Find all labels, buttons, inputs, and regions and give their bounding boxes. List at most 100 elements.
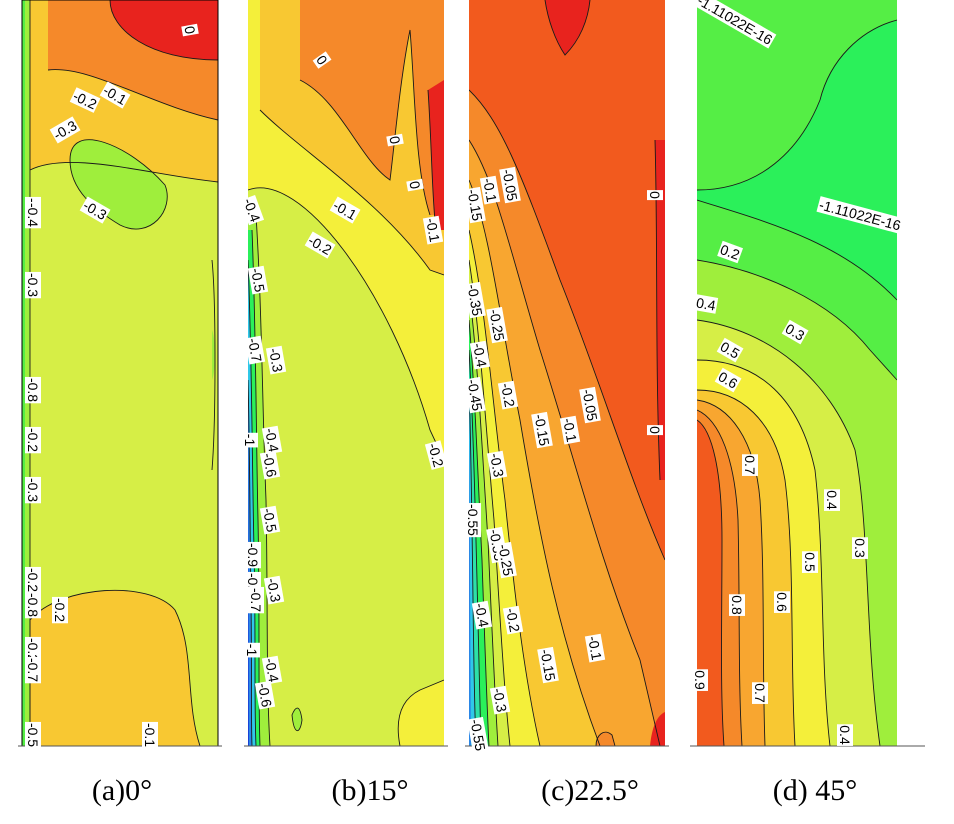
contour-label-text: -0.45 <box>464 378 485 412</box>
contour-label-bg <box>469 340 491 370</box>
contour-label-bg <box>244 642 260 658</box>
contour-label-text: -0.3 <box>490 687 510 714</box>
contour-label: -0.4 <box>25 201 41 229</box>
contour-label: -0.55 <box>467 716 489 754</box>
contour-label: -0.15 <box>464 186 486 224</box>
panel-d <box>697 0 897 746</box>
contour-line <box>697 19 897 191</box>
contour-label: 0.4 <box>694 294 719 314</box>
contour-label: -0.5 <box>25 721 41 749</box>
contour-label: -0.15 <box>531 411 553 449</box>
caption-d: (d) 45° <box>773 774 857 807</box>
contour-label-bg <box>142 721 158 749</box>
contour-region <box>596 732 615 746</box>
contour-label-bg <box>537 646 559 684</box>
contour-label: 0.9 <box>692 669 708 691</box>
contour-region <box>300 0 444 215</box>
contour-label-text: 0.3 <box>852 538 868 558</box>
contour-label-text: -0.2 <box>425 441 447 469</box>
contour-label: -0.4 <box>261 655 283 685</box>
contour-label: -0.3 <box>25 271 41 299</box>
contour-label-bg <box>479 175 501 205</box>
contour-label-text: -0.1 <box>560 417 580 444</box>
contour-label: -0.1 <box>479 175 501 205</box>
contour-label: -0.4 <box>469 340 491 370</box>
contour-label-bg <box>329 196 361 224</box>
contour-label-text: -0.1 <box>480 177 500 204</box>
contour-label-bg <box>694 294 719 314</box>
contour-label-bg <box>25 656 41 684</box>
contour-line <box>544 0 591 56</box>
contour-label: 0.4 <box>824 489 840 511</box>
contour-label-bg <box>69 87 101 113</box>
contour-label: 0 <box>386 133 404 147</box>
contour-label-text: -0.25 <box>486 308 507 342</box>
contour-label-bg <box>584 633 606 663</box>
contour-label-bg <box>802 551 818 573</box>
contour-label: -0.8 <box>25 376 41 404</box>
contour-label: -0.3 <box>486 450 508 480</box>
contour-label: -0.1 <box>584 633 606 663</box>
contour-label-bg <box>25 476 41 504</box>
contour-line <box>469 179 601 746</box>
contour-region <box>469 420 471 746</box>
contour-label: -1 <box>242 432 258 448</box>
contour-label-bg <box>386 133 404 147</box>
contour-label-text: 0 <box>181 25 198 36</box>
contour-label-bg <box>99 81 131 109</box>
contour-region <box>22 0 30 746</box>
contour-label-bg <box>559 415 581 445</box>
contour-label: -0.4 <box>240 194 265 226</box>
caption-c: (c)22.5° <box>541 774 639 807</box>
contour-label-text: -0.2 <box>25 638 41 662</box>
contour-label-bg <box>486 450 508 480</box>
contour-label-bg <box>497 380 519 410</box>
contour-label-text: -0.3 <box>264 577 284 604</box>
contour-label-text: -0.9 <box>245 543 261 567</box>
contour-label: -0.2 <box>25 636 41 664</box>
contour-label-bg <box>25 201 41 229</box>
contour-line <box>291 707 303 732</box>
panel-b <box>248 0 444 746</box>
contour-label-text: -0.4 <box>240 196 263 224</box>
contour-region <box>22 0 25 746</box>
contour-label-text: -1 <box>244 644 260 657</box>
contour-label: -0.3 <box>25 476 41 504</box>
contour-label-bg <box>816 196 904 234</box>
contour-label-text: -0.4 <box>470 342 490 369</box>
contour-label-text: -0.6 <box>260 452 280 479</box>
contour-label-bg <box>25 271 41 299</box>
contour-label-bg <box>489 685 511 715</box>
contour-label-bg <box>729 594 745 616</box>
contour-label-text: 0.4 <box>837 725 853 745</box>
contour-label-bg <box>265 345 287 375</box>
contour-label-text: 0.5 <box>802 552 818 572</box>
contour-label-text: 0.7 <box>742 455 758 475</box>
contour-label: -0.4 <box>261 425 283 455</box>
contour-label-text: -0.2 <box>25 428 41 452</box>
contour-label: -0.3 <box>489 685 511 715</box>
contour-label: -0.3 <box>265 345 287 375</box>
contour-label-bg <box>52 596 68 624</box>
contour-region <box>545 0 590 55</box>
contour-label-bg <box>248 586 264 614</box>
contour-label: -0.8 <box>25 591 41 619</box>
contour-line <box>697 419 725 746</box>
contour-label-bg <box>261 655 283 685</box>
contour-label-bg <box>752 682 768 704</box>
contour-label-text: -0.4 <box>25 203 41 227</box>
contour-label-text: -0.1 <box>142 723 158 747</box>
contour-label: -0.05 <box>499 166 521 204</box>
contour-label: -0.7 <box>25 656 41 684</box>
contour-region <box>292 708 302 731</box>
contour-label-text: -0.8 <box>25 593 41 617</box>
contour-label-text: -0.2 <box>503 607 523 634</box>
contour-label-bg <box>647 425 663 436</box>
contour-region <box>398 680 444 746</box>
contour-label-bg <box>693 0 777 49</box>
panel-a <box>21 0 219 747</box>
contour-region <box>212 330 215 380</box>
contour-label-text: -0.8 <box>25 378 41 402</box>
contour-label: -0.5 <box>247 265 269 295</box>
contour-line <box>259 109 444 276</box>
